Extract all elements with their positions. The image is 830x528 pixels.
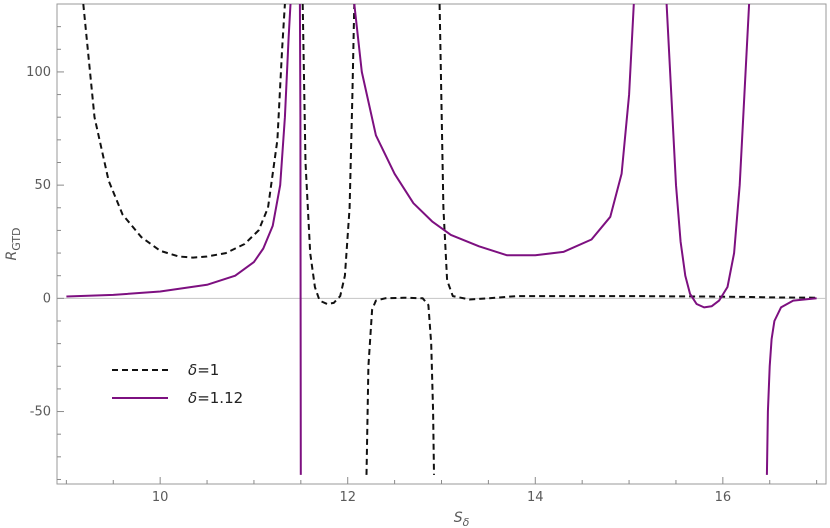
plot-area	[66, 4, 817, 475]
x-axis-label-main: S	[454, 510, 463, 526]
x-axis-label-sub: δ	[463, 516, 470, 528]
x-tick-label: 14	[527, 490, 544, 505]
series-2	[66, 4, 817, 475]
legend-value: =1.12	[197, 389, 243, 407]
x-tick-label: 16	[715, 490, 732, 505]
series-2-line-segment	[353, 4, 635, 257]
series-1-line-segment	[82, 4, 286, 259]
legend: δ=1δ=1.12	[112, 361, 243, 407]
y-tick-label: 100	[26, 65, 51, 80]
x-axis: 10 12 14 16	[65, 477, 818, 505]
legend-value: =1	[197, 361, 219, 379]
series-2-line-segment	[665, 4, 751, 309]
series-1-line-segment	[301, 4, 356, 305]
x-tick-label: 12	[339, 490, 356, 505]
legend-symbol: δ	[188, 361, 197, 379]
legend-label-2: δ=1.12	[188, 389, 243, 407]
legend-symbol: δ	[188, 389, 197, 407]
series-1	[82, 4, 817, 475]
y-axis: -50 0 50 100	[26, 26, 64, 480]
series-1-line-segment	[438, 4, 817, 301]
series-2-line-segment	[298, 4, 302, 475]
legend-label-1: δ=1	[188, 361, 219, 379]
y-axis-label-sub: GTD	[10, 227, 23, 250]
x-tick-label: 10	[152, 490, 169, 505]
y-tick-label: -50	[30, 405, 51, 420]
x-axis-label: Sδ	[454, 510, 470, 528]
y-tick-label: 0	[43, 291, 51, 306]
series-2-line-segment	[66, 4, 292, 298]
y-axis-label: RGTD	[4, 227, 23, 260]
series-1-line-segment	[365, 296, 435, 475]
y-tick-label: 50	[34, 178, 51, 193]
series-2-line-segment	[765, 297, 817, 475]
y-axis-label-main: R	[4, 251, 20, 261]
